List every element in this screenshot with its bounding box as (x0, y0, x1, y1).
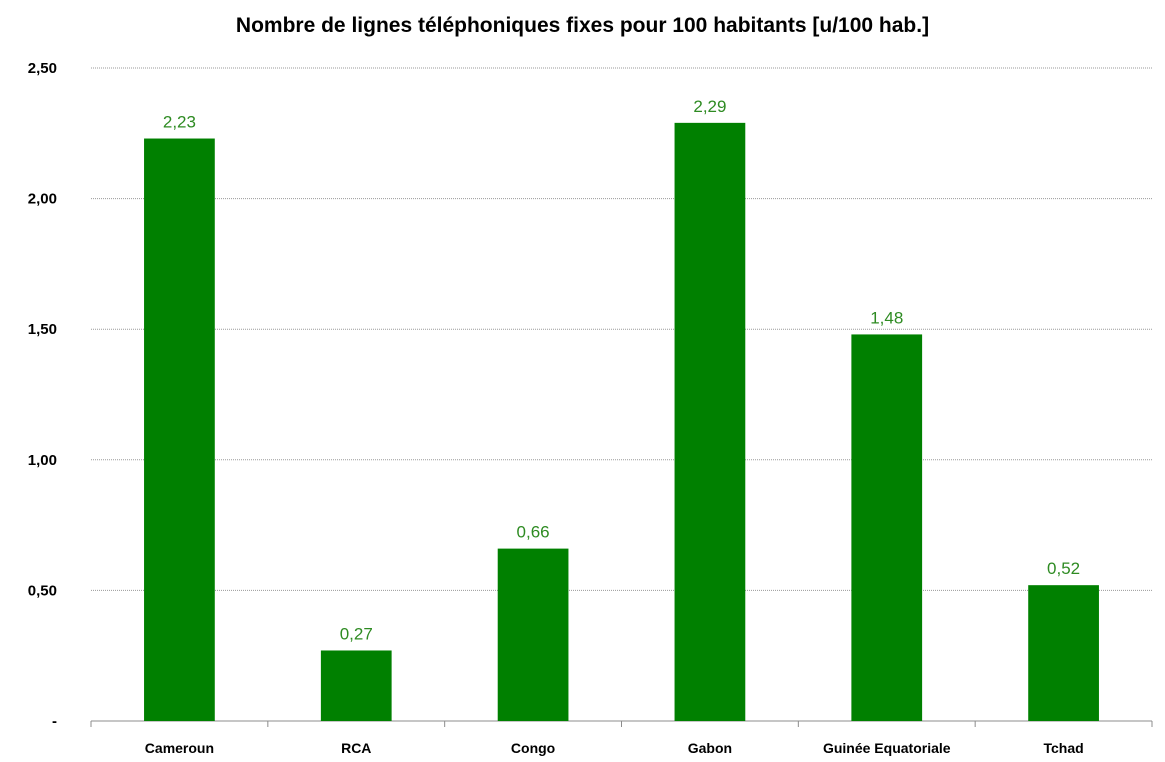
x-tick-label: Gabon (688, 740, 732, 756)
y-tick-label: 0,50 (28, 582, 57, 599)
x-tick-label: RCA (341, 740, 371, 756)
bar (851, 334, 923, 721)
data-label: 2,29 (693, 97, 726, 116)
x-tick-label: Congo (511, 740, 555, 756)
y-tick-label: 2,50 (28, 60, 57, 77)
bar (320, 650, 392, 721)
bar (144, 138, 215, 722)
x-tick-label: Guinée Equatoriale (823, 740, 951, 756)
bar (1028, 585, 1099, 721)
y-tick-label: 1,00 (28, 452, 57, 469)
y-tick-label: 2,00 (28, 191, 57, 208)
y-tick-label: 1,50 (28, 321, 57, 338)
data-label: 2,23 (163, 113, 196, 132)
chart-title: Nombre de lignes téléphoniques fixes pou… (235, 14, 930, 37)
data-label: 0,27 (340, 624, 373, 643)
data-label: 0,66 (517, 523, 550, 542)
bar (497, 548, 569, 721)
bar (674, 122, 746, 722)
x-tick-label: Tchad (1043, 740, 1083, 756)
data-label: 1,48 (870, 308, 903, 327)
y-tick-label: - (52, 713, 57, 730)
x-tick-label: Cameroun (145, 740, 214, 756)
data-label: 0,52 (1047, 559, 1080, 578)
